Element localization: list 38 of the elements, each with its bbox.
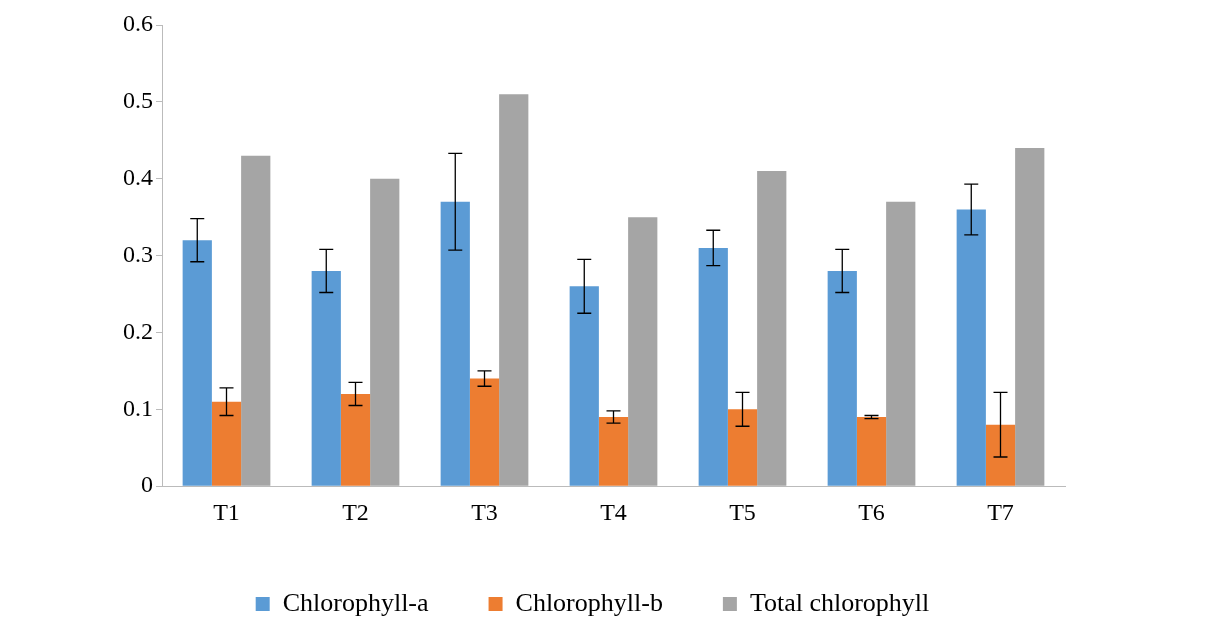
y-tick-label: 0.1	[123, 394, 153, 421]
bar	[1015, 147, 1045, 486]
y-tick-label: 0.5	[123, 87, 153, 114]
bar	[956, 209, 986, 486]
y-tick-label: 0.2	[123, 317, 153, 344]
y-tick-label: 0.4	[123, 164, 153, 191]
bar	[856, 417, 887, 486]
x-tick-label: T3	[471, 498, 498, 525]
bar	[241, 155, 271, 486]
bar	[698, 247, 728, 486]
bar	[182, 240, 212, 486]
x-tick-label: T6	[858, 498, 885, 525]
y-tick-label: 0.6	[123, 10, 153, 37]
bar	[598, 417, 629, 486]
bar	[757, 171, 787, 486]
bar	[370, 178, 400, 486]
legend-label: Chlorophyll-b	[515, 587, 663, 617]
bar	[340, 393, 371, 486]
bar	[569, 286, 599, 486]
legend-label: Chlorophyll-a	[282, 587, 430, 617]
x-tick-label: T2	[342, 498, 369, 525]
bar	[985, 424, 1016, 486]
x-tick-label: T4	[600, 498, 627, 525]
x-tick-label: T5	[729, 498, 756, 525]
legend-label: Total chlorophyll	[749, 587, 930, 617]
bar	[628, 217, 658, 486]
x-tick-label: T1	[213, 498, 240, 525]
bar	[469, 378, 500, 486]
x-tick-label: T7	[987, 498, 1014, 525]
bar	[211, 401, 242, 486]
bar	[499, 94, 529, 486]
y-tick-label: 0.3	[123, 240, 153, 267]
y-tick-label: 0	[141, 471, 153, 498]
bar	[886, 201, 916, 486]
bar	[827, 270, 857, 486]
bar	[727, 409, 758, 486]
bar	[440, 201, 470, 486]
bar	[311, 270, 341, 486]
